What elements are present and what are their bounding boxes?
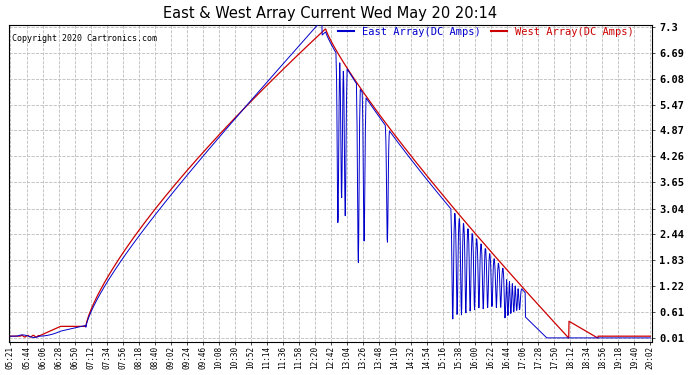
Text: Copyright 2020 Cartronics.com: Copyright 2020 Cartronics.com — [12, 34, 157, 43]
Title: East & West Array Current Wed May 20 20:14: East & West Array Current Wed May 20 20:… — [164, 6, 497, 21]
Legend: East Array(DC Amps), West Array(DC Amps): East Array(DC Amps), West Array(DC Amps) — [338, 27, 633, 36]
